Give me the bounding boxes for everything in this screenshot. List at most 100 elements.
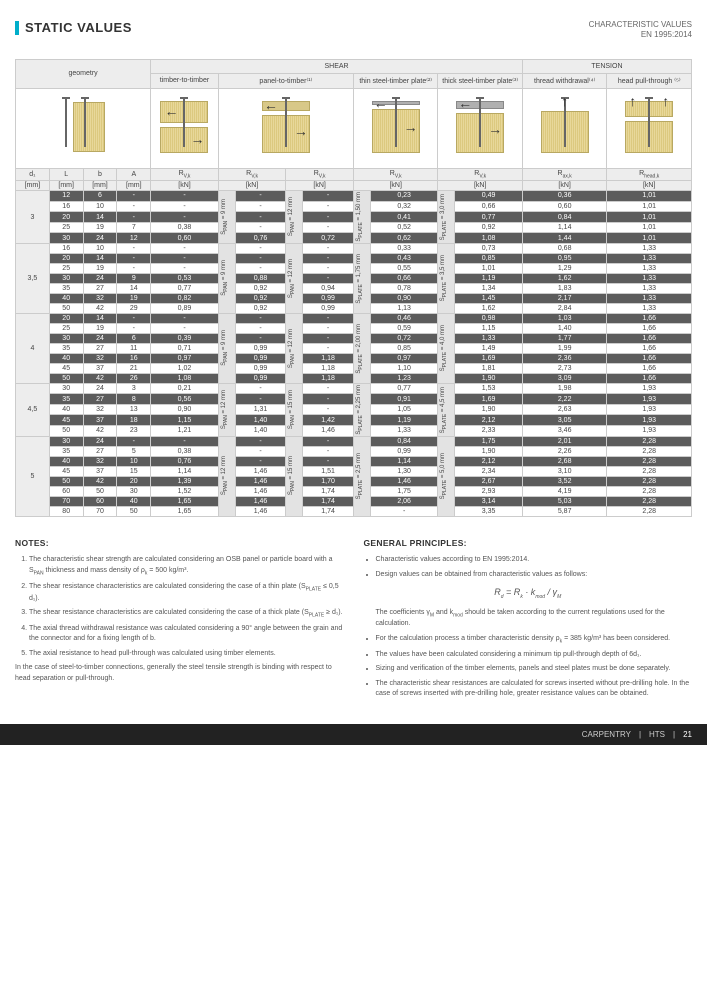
- sym-Rvk-4: RV,k: [353, 168, 437, 180]
- cell-ax: 0,84: [522, 212, 607, 223]
- cell-tt: 1,21: [151, 425, 219, 436]
- cell-b: 24: [83, 273, 117, 283]
- footer-code: HTS: [649, 730, 665, 739]
- col-shear: SHEAR: [151, 59, 523, 73]
- cell-pt1: -: [235, 383, 286, 394]
- cell-head: 1,66: [607, 343, 692, 353]
- cell-L: 50: [49, 373, 83, 383]
- cell-pt2: 1,18: [303, 363, 354, 373]
- cell-b: 19: [83, 263, 117, 273]
- cell-head: 1,01: [607, 201, 692, 212]
- cell-ax: 1,62: [522, 273, 607, 283]
- cell-pt1: 1,46: [235, 506, 286, 516]
- side-splate: SPLATE = 2,25 mm: [353, 383, 370, 436]
- cell-thin: 1,10: [370, 363, 438, 373]
- side-span2: SPAN = 12 mm: [286, 243, 303, 313]
- cell-tt: -: [151, 323, 219, 333]
- cell-ax: 0,95: [522, 253, 607, 263]
- cell-b: 14: [83, 313, 117, 323]
- cell-thick: 2,33: [455, 425, 523, 436]
- cell-thick: 0,98: [455, 313, 523, 323]
- cell-thin: 0,33: [370, 243, 438, 253]
- cell-thin: 0,99: [370, 446, 438, 456]
- cell-b: 6: [83, 191, 117, 202]
- cell-pt2: 0,99: [303, 303, 354, 313]
- cell-ax: 1,14: [522, 222, 607, 233]
- sym-A: A: [117, 168, 151, 180]
- cell-thin: 1,30: [370, 466, 438, 476]
- cell-pt2: 1,18: [303, 353, 354, 363]
- side-splate: SPLATE = 1,50 mm: [353, 191, 370, 244]
- cell-head: 1,93: [607, 415, 692, 426]
- cell-L: 40: [49, 353, 83, 363]
- cell-pt1: 0,99: [235, 373, 286, 383]
- cell-thin: 0,85: [370, 343, 438, 353]
- unit-pt1: [kN]: [218, 181, 286, 191]
- cell-ax: 2,68: [522, 456, 607, 466]
- cell-ax: 2,17: [522, 293, 607, 303]
- cell-thin: 0,43: [370, 253, 438, 263]
- cell-thin: 1,14: [370, 456, 438, 466]
- header: STATIC VALUES CHARACTERISTIC VALUES EN 1…: [15, 20, 692, 41]
- cell-head: 1,66: [607, 353, 692, 363]
- cell-pt1: -: [235, 456, 286, 466]
- cell-head: 1,33: [607, 293, 692, 303]
- cell-b: 24: [83, 333, 117, 343]
- cell-head: 1,33: [607, 243, 692, 253]
- cell-pt1: -: [235, 313, 286, 323]
- cell-A: 26: [117, 373, 151, 383]
- cell-thick: 1,90: [455, 446, 523, 456]
- cell-A: -: [117, 313, 151, 323]
- cell-A: -: [117, 191, 151, 202]
- cell-thin: 0,62: [370, 233, 438, 244]
- cell-thin: -: [370, 506, 438, 516]
- cell-b: 27: [83, 343, 117, 353]
- cell-thin: 0,77: [370, 383, 438, 394]
- principle-item: For the calculation process a timber cha…: [376, 634, 693, 646]
- cell-thick: 1,49: [455, 343, 523, 353]
- cell-pt2: -: [303, 404, 354, 415]
- cell-head: 1,66: [607, 373, 692, 383]
- cell-b: 27: [83, 446, 117, 456]
- cell-L: 20: [49, 313, 83, 323]
- cell-head: 2,28: [607, 476, 692, 486]
- cell-d1: 4,5: [16, 383, 50, 436]
- cell-tt: 0,38: [151, 222, 219, 233]
- unit-d1: [mm]: [16, 181, 50, 191]
- cell-thick: 0,73: [455, 243, 523, 253]
- principles-list-top: Characteristic values according to EN 19…: [364, 555, 693, 580]
- cell-A: -: [117, 323, 151, 333]
- cell-tt: 1,52: [151, 486, 219, 496]
- cell-L: 45: [49, 415, 83, 426]
- cell-head: 1,01: [607, 233, 692, 244]
- cell-pt2: -: [303, 253, 354, 263]
- col-thread-withdrawal: thread withdrawal⁽⁴⁾: [522, 73, 607, 88]
- cell-A: 16: [117, 353, 151, 363]
- cell-A: 14: [117, 283, 151, 293]
- side-span2: SPAN = 15 mm: [286, 383, 303, 436]
- cell-pt2: -: [303, 212, 354, 223]
- cell-pt2: 1,18: [303, 373, 354, 383]
- cell-thin: 0,46: [370, 313, 438, 323]
- unit-A: [mm]: [117, 181, 151, 191]
- cell-b: 24: [83, 436, 117, 446]
- cell-pt1: -: [235, 222, 286, 233]
- cell-A: 29: [117, 303, 151, 313]
- notes-list: The characteristic shear strength are ca…: [15, 555, 344, 659]
- cell-ax: 0,68: [522, 243, 607, 253]
- note-item: The axial resistance to head pull-throug…: [29, 649, 344, 660]
- cell-A: 11: [117, 343, 151, 353]
- cell-b: 19: [83, 222, 117, 233]
- cell-pt2: -: [303, 343, 354, 353]
- cell-thin: 0,59: [370, 323, 438, 333]
- cell-thick: 2,67: [455, 476, 523, 486]
- footer-page: 21: [683, 730, 692, 739]
- cell-pt1: 1,46: [235, 476, 286, 486]
- cell-pt1: -: [235, 333, 286, 343]
- diagram-thick-steel: ←→: [438, 88, 522, 168]
- diagram-row: ←→ ←→ ←→ ←→ ↑ ↑↑: [16, 88, 692, 168]
- cell-tt: -: [151, 243, 219, 253]
- cell-ax: 2,22: [522, 394, 607, 405]
- cell-head: 2,28: [607, 466, 692, 476]
- col-geometry: geometry: [16, 59, 151, 88]
